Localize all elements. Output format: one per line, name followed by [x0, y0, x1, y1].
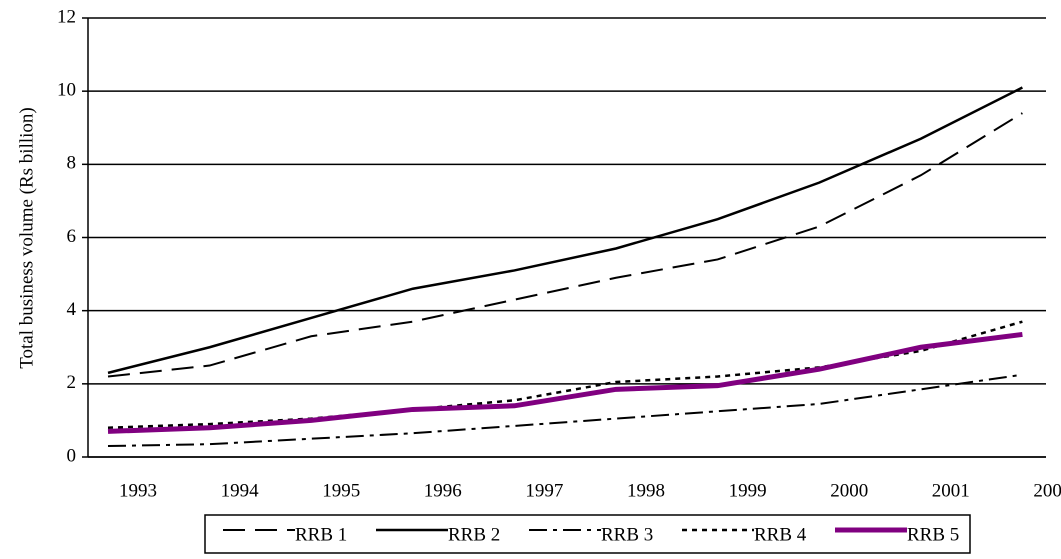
x-tick-label: 1994: [221, 480, 260, 501]
x-tick-label: 1997: [525, 480, 563, 501]
legend-label: RRB 5: [907, 524, 959, 545]
x-tick-label: 2001: [932, 480, 970, 501]
x-tick-label: 1999: [729, 480, 767, 501]
x-tick-label: 1995: [322, 480, 360, 501]
y-tick-label: 6: [67, 226, 77, 247]
x-tick-label: 1998: [627, 480, 665, 501]
y-tick-label: 0: [67, 445, 77, 466]
y-tick-label: 8: [67, 153, 77, 174]
y-tick-label: 4: [67, 299, 77, 320]
legend-box: [204, 514, 971, 554]
x-tick-label: 2000: [830, 480, 868, 501]
y-tick-label: 10: [57, 80, 76, 101]
y-tick-label: 2: [67, 372, 77, 393]
legend-label: RRB 1: [295, 524, 347, 545]
x-tick-label: 1993: [119, 480, 157, 501]
line-series: [107, 86, 1023, 375]
line-series: [107, 373, 1023, 448]
line-series: [107, 331, 1023, 434]
line-series: [107, 112, 1023, 378]
legend-label: RRB 2: [448, 524, 500, 545]
x-tick-label: 2002: [1033, 480, 1061, 501]
legend-label: RRB 3: [601, 524, 653, 545]
y-tick-label: 12: [57, 6, 76, 27]
line-series: [107, 320, 1023, 429]
legend-label: RRB 4: [754, 524, 807, 545]
x-tick-label: 1996: [424, 480, 462, 501]
y-axis-label: Total business volume (Rs billion): [16, 107, 37, 369]
